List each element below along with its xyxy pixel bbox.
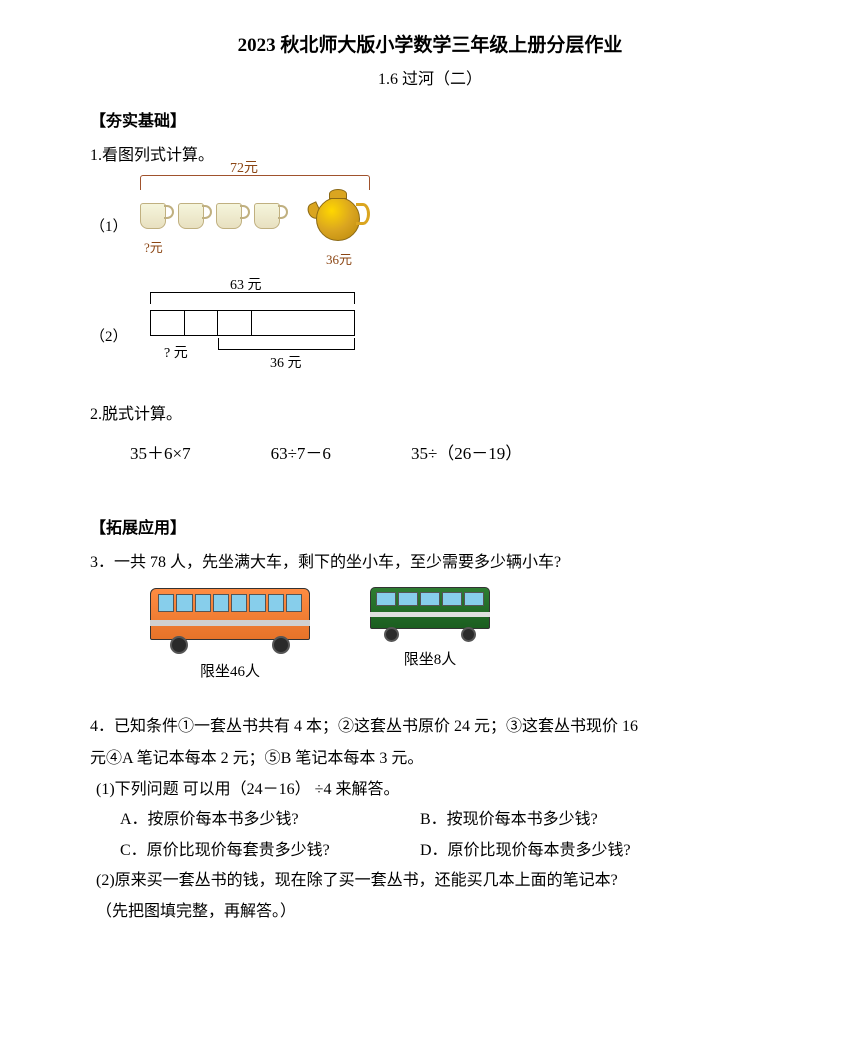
choice-b: B．按现价每本书多少钱? xyxy=(420,805,598,835)
big-bus-caption: 限坐46人 xyxy=(150,660,310,681)
teapot-price-label: 36元 xyxy=(326,249,352,268)
cup-icon xyxy=(178,197,210,229)
small-bus-icon xyxy=(370,584,490,642)
bar-segment xyxy=(185,311,219,335)
big-bus-group: 限坐46人 xyxy=(150,584,310,681)
fig2-known-label: 36 元 xyxy=(270,352,302,372)
choice-row-1: A．按原价每本书多少钱? B．按现价每本书多少钱? xyxy=(90,805,770,835)
q4-sub2-hint: （先把图填完整，再解答。） xyxy=(90,897,770,927)
calc-expr3: 35÷（26－19） xyxy=(411,439,522,464)
figure1: （1） 72元 ?元 36元 xyxy=(130,175,770,285)
q2-text: 2.脱式计算。 xyxy=(90,400,770,424)
cup-icon xyxy=(140,197,172,229)
fig2-total-label: 63 元 xyxy=(230,274,262,294)
calc-expr2: 63÷7－6 xyxy=(271,439,331,464)
teapot-icon xyxy=(310,187,366,243)
q4-sub2: (2)原来买一套丛书的钱，现在除了买一套丛书，还能买几本上面的笔记本? xyxy=(90,866,770,896)
choice-a: A．按原价每本书多少钱? xyxy=(120,805,420,835)
section1-header: 【夯实基础】 xyxy=(90,107,770,131)
bar-segment xyxy=(252,311,354,335)
calc-expr1: 35＋6×7 xyxy=(130,439,191,464)
page-subtitle: 1.6 过河（二） xyxy=(90,65,770,89)
bar-segment xyxy=(218,311,252,335)
choice-d: D．原价比现价每本贵多少钱? xyxy=(420,836,631,866)
calc-expressions: 35＋6×7 63÷7－6 35÷（26－19） xyxy=(90,439,770,464)
bar-segment xyxy=(151,311,185,335)
fig2-unknown-label: ? 元 xyxy=(164,342,188,362)
small-bus-caption: 限坐8人 xyxy=(370,648,490,669)
cup-price-label: ?元 xyxy=(144,237,163,256)
cup-icon xyxy=(216,197,248,229)
fig1-label: （1） xyxy=(90,215,128,236)
big-bus-icon xyxy=(150,584,310,654)
q4-sub1: (1)下列问题 可以用（24－16） ÷4 来解答。 xyxy=(90,775,770,805)
fig1-total-label: 72元 xyxy=(230,157,258,177)
page-title: 2023 秋北师大版小学数学三年级上册分层作业 xyxy=(90,30,770,57)
q3-text: 3．一共 78 人，先坐满大车，剩下的坐小车，至少需要多少辆小车? xyxy=(90,548,770,572)
bar-diagram xyxy=(150,310,355,336)
q1-text: 1.看图列式计算。 xyxy=(90,141,770,165)
choice-row-2: C．原价比现价每套贵多少钱? D．原价比现价每本贵多少钱? xyxy=(90,836,770,866)
choice-c: C．原价比现价每套贵多少钱? xyxy=(120,836,420,866)
fig2-top-bracket xyxy=(150,292,355,304)
section2-header: 【拓展应用】 xyxy=(90,514,770,538)
q4-line1: 4．已知条件①一套丛书共有 4 本；②这套丛书原价 24 元；③这套丛书现价 1… xyxy=(90,711,770,743)
cup-icon xyxy=(254,197,286,229)
fig2-label: （2） xyxy=(90,325,128,346)
buses-container: 限坐46人 限坐8人 xyxy=(90,584,770,681)
fig2-bottom-bracket xyxy=(218,338,355,350)
cups-row xyxy=(140,197,286,229)
figure2: （2） 63 元 ? 元 36 元 xyxy=(130,290,770,380)
small-bus-group: 限坐8人 xyxy=(370,584,490,681)
figure1-container: （1） 72元 ?元 36元 （2） 63 元 ? 元 36 元 xyxy=(100,175,770,380)
q4-line2: 元④A 笔记本每本 2 元；⑤B 笔记本每本 3 元。 xyxy=(90,743,770,775)
